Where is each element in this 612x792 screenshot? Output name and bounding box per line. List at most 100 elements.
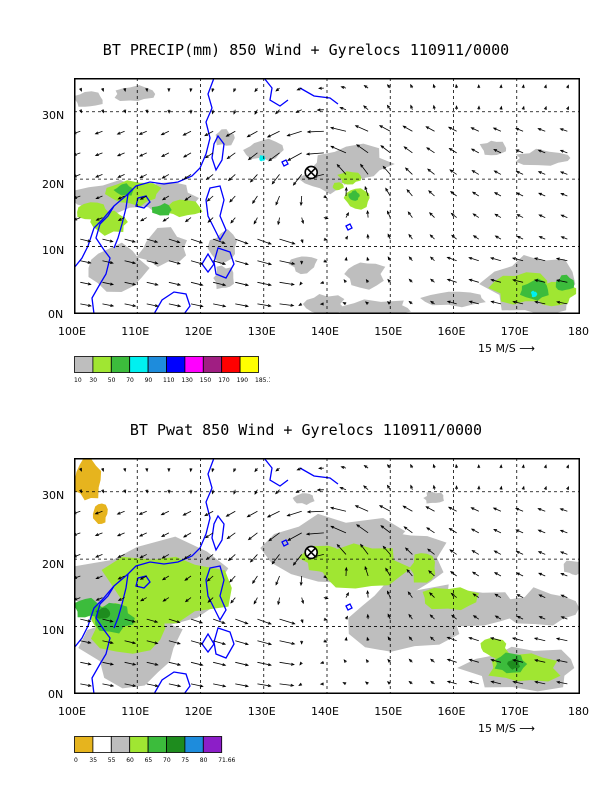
wind-arrowhead (323, 259, 328, 263)
wind-arrowhead (177, 684, 182, 688)
wind-arrowhead (429, 234, 434, 238)
wind-arrowhead (167, 109, 171, 114)
wind-arrow (538, 508, 546, 512)
colorbar-label: 35 (89, 757, 97, 764)
wind-arrow (118, 217, 125, 221)
colorbar-swatch (74, 736, 94, 753)
wind-arrowhead (493, 170, 498, 174)
wind-arrow (449, 549, 457, 555)
wind-arrow (556, 659, 568, 663)
wind-arrowhead (534, 279, 539, 283)
wind-arrow (185, 217, 192, 222)
wind-arrow (367, 210, 369, 218)
wind-arrowhead (378, 125, 383, 129)
wind-arrowhead (145, 109, 149, 114)
wind-arrowhead (300, 640, 304, 645)
wind-arrowhead (516, 235, 521, 239)
wind-arrowhead (101, 467, 105, 472)
wind-arrow (162, 195, 170, 201)
wind-arrowhead (499, 105, 503, 110)
wind-arrow (118, 195, 125, 200)
wind-arrowhead (154, 282, 159, 286)
wind-arrowhead (79, 467, 82, 472)
wind-arrowhead (559, 508, 564, 512)
lon-label: 180 (568, 705, 589, 718)
wind-arrowhead (132, 662, 137, 666)
wind-arrowhead (559, 149, 564, 153)
wind-arrowhead (287, 537, 292, 541)
wind-arrowhead (184, 598, 189, 603)
wind-arrow (473, 615, 480, 620)
wind-arrowhead (366, 613, 370, 618)
colorbar-label: 60 (126, 757, 134, 764)
colorbar-swatch (239, 356, 259, 373)
field-shade (90, 210, 128, 236)
wind-arrowhead (117, 217, 122, 221)
wind-arrow (512, 659, 524, 663)
wind-arrowhead (515, 149, 520, 153)
wind-arrow (102, 281, 114, 285)
coastline (201, 632, 215, 654)
wind-arrow (102, 303, 114, 307)
wind-arrow (279, 618, 295, 625)
field-shade (113, 183, 134, 196)
wind-arrow (190, 303, 203, 307)
wind-arrowhead (512, 278, 517, 282)
wind-arrowhead (537, 149, 542, 153)
lon-label: 130E (247, 705, 276, 718)
lon-label: 150E (374, 325, 403, 338)
wind-arrowhead (343, 659, 347, 663)
wind-vectors (74, 463, 569, 688)
wind-arrow (450, 191, 457, 197)
wind-arrow (185, 597, 192, 602)
wind-arrow (447, 279, 457, 283)
wind-arrowhead (427, 168, 431, 172)
wind-arrowhead (556, 279, 561, 283)
wind-arrowhead (116, 153, 121, 157)
colorbar-label: 170 (218, 377, 230, 384)
wind-arrowhead (538, 236, 543, 240)
colorbar-swatch (129, 736, 149, 753)
wind-arrowhead (559, 128, 564, 132)
wind-arrowhead (246, 514, 251, 518)
coastline (153, 671, 191, 694)
wind-arrow (293, 554, 303, 566)
wind-arrow (124, 281, 136, 286)
wind-arrowhead (182, 512, 187, 516)
wind-arrowhead (109, 641, 114, 645)
wind-arrowhead (199, 641, 204, 645)
wind-arrow (557, 301, 568, 305)
wind-arrowhead (131, 239, 136, 243)
field-shade (215, 129, 235, 146)
wind-arrow (428, 190, 435, 197)
wind-arrowhead (366, 233, 370, 238)
wind-arrow (235, 683, 249, 687)
colorbar-label: 65 (145, 757, 153, 764)
wind-arrowhead (364, 185, 368, 190)
wind-arrowhead (300, 239, 304, 244)
wind-arrow (407, 591, 413, 598)
wind-arrowhead (446, 278, 451, 282)
wind-arrowhead (233, 88, 237, 93)
wind-arrowhead (138, 533, 143, 537)
wind-arrowhead (117, 196, 122, 200)
wind-arrowhead (380, 145, 385, 149)
wind-arrowhead (402, 505, 407, 509)
wind-arrowhead (199, 304, 204, 308)
wind-arrow (451, 593, 457, 598)
wind-arrowhead (267, 241, 272, 245)
wind-arrowhead (366, 209, 370, 214)
map-title: BT Pwat 850 Wind + Gyrelocs 110911/0000 (129, 421, 483, 439)
wind-arrow (227, 532, 236, 539)
wind-arrow (491, 681, 502, 685)
wind-arrowhead (470, 507, 475, 511)
wind-arrowhead (117, 576, 122, 580)
wind-arrowhead (139, 175, 144, 179)
wind-arrow (279, 303, 294, 307)
wind-arrow (516, 149, 524, 154)
wind-arrowhead (446, 636, 451, 640)
wind-arrow (516, 171, 524, 175)
wind-arrowhead (268, 262, 273, 266)
arrow-right-icon: ⟶ (519, 722, 535, 735)
wind-arrowhead (291, 261, 296, 265)
